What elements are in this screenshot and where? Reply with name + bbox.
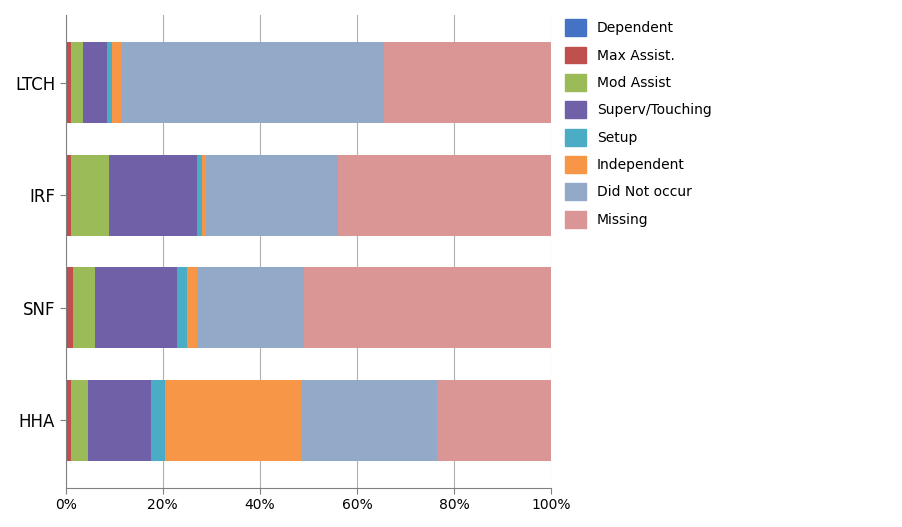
Bar <box>197 154 201 236</box>
Bar <box>197 267 304 348</box>
Bar <box>304 267 551 348</box>
Bar <box>68 379 70 461</box>
Bar <box>68 267 73 348</box>
Bar <box>122 42 383 123</box>
Bar <box>70 379 87 461</box>
Bar <box>151 379 165 461</box>
Bar <box>383 42 551 123</box>
Bar <box>66 379 68 461</box>
Bar <box>66 267 68 348</box>
Bar <box>207 154 337 236</box>
Bar <box>95 267 178 348</box>
Legend: Dependent, Max Assist., Mod Assist, Superv/Touching, Setup, Independent, Did Not: Dependent, Max Assist., Mod Assist, Supe… <box>561 15 716 232</box>
Bar <box>83 42 107 123</box>
Bar <box>107 42 112 123</box>
Bar <box>337 154 551 236</box>
Bar <box>165 379 301 461</box>
Bar <box>70 42 83 123</box>
Bar <box>112 42 122 123</box>
Bar <box>66 154 68 236</box>
Bar <box>66 42 68 123</box>
Bar <box>178 267 187 348</box>
Bar <box>87 379 151 461</box>
Bar <box>109 154 197 236</box>
Bar <box>68 154 70 236</box>
Bar <box>68 42 70 123</box>
Bar <box>301 379 437 461</box>
Bar <box>70 154 109 236</box>
Bar <box>437 379 551 461</box>
Bar <box>187 267 197 348</box>
Bar <box>73 267 95 348</box>
Bar <box>201 154 207 236</box>
